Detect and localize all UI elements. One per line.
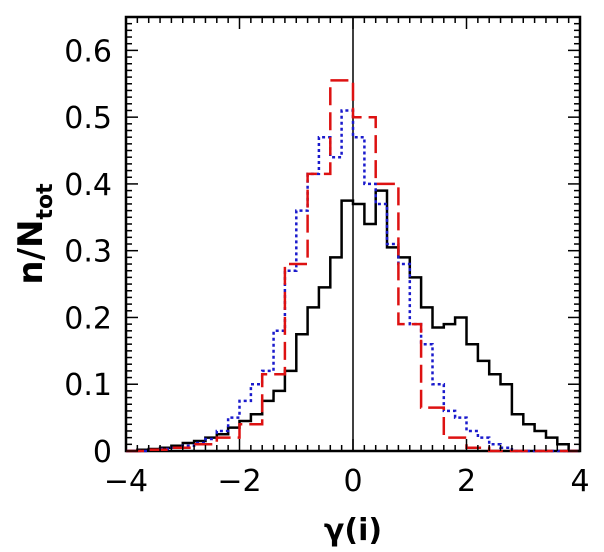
y-tick-label: 0.3 (64, 235, 112, 270)
y-tick-label: 0.5 (64, 101, 112, 136)
x-tick-label: −2 (217, 464, 261, 499)
y-axis-title-base: n/N (11, 220, 51, 285)
x-tick-label: 0 (343, 464, 362, 499)
x-tick-label: 4 (570, 464, 589, 499)
y-tick-label: 0.4 (64, 168, 112, 203)
y-axis-title-subscript: tot (33, 183, 58, 220)
y-tick-label: 0.2 (64, 301, 112, 336)
histogram-series-dotted (126, 109, 580, 453)
y-tick-label: 0 (93, 435, 112, 470)
y-axis-title: n/Ntot (11, 183, 58, 285)
y-tick-label: 0.6 (64, 34, 112, 69)
axes-group: −4 −2 0 2 4 0 0.1 0.2 0.3 0.4 0.5 0.6 (64, 16, 590, 499)
x-tick-label: 2 (457, 464, 476, 499)
x-axis-title: γ(i) (324, 513, 382, 548)
y-tick-label: 0.1 (64, 368, 112, 403)
x-tick-label: −4 (104, 464, 148, 499)
